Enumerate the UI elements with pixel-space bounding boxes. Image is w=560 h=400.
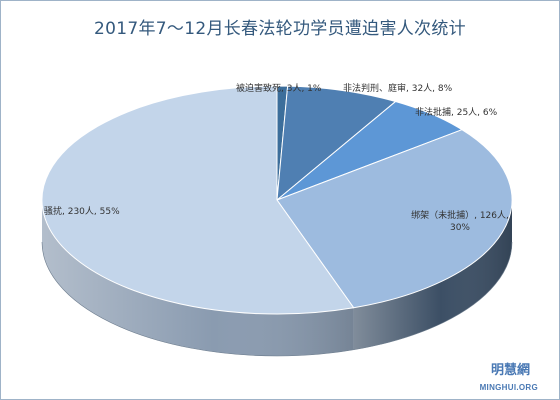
slice-label-0: 被迫害致死, 3人, 1%	[236, 82, 322, 94]
watermark-site: MINGHUI.ORG	[479, 383, 538, 392]
slice-label-3: 绑架（未批捕）, 126人, 30%	[411, 209, 509, 233]
slice-side-shade-3	[353, 200, 512, 350]
pie-slice-1	[276, 85, 397, 201]
watermark-name: 明慧網	[490, 363, 530, 378]
pie-slice-4	[41, 85, 355, 315]
pie-bottom-rim	[41, 241, 513, 357]
pie-sides	[41, 200, 513, 357]
chart-title: 2017年7～12月长春法轮功学员遭迫害人次统计	[94, 19, 466, 39]
slice-label-1: 非法判刑、庭审, 32人, 8%	[343, 82, 453, 94]
pie-slice-3	[276, 129, 513, 309]
slice-side-shade-4	[42, 200, 354, 356]
pie-slices	[41, 85, 513, 315]
slice-labels: 被迫害致死, 3人, 1% 非法判刑、庭审, 32人, 8% 非法批捕, 25人, …	[44, 82, 509, 233]
slice-label-4: 骚扰, 230人, 55%	[44, 205, 120, 217]
slice-label-2: 非法批捕, 25人, 6%	[415, 106, 498, 118]
